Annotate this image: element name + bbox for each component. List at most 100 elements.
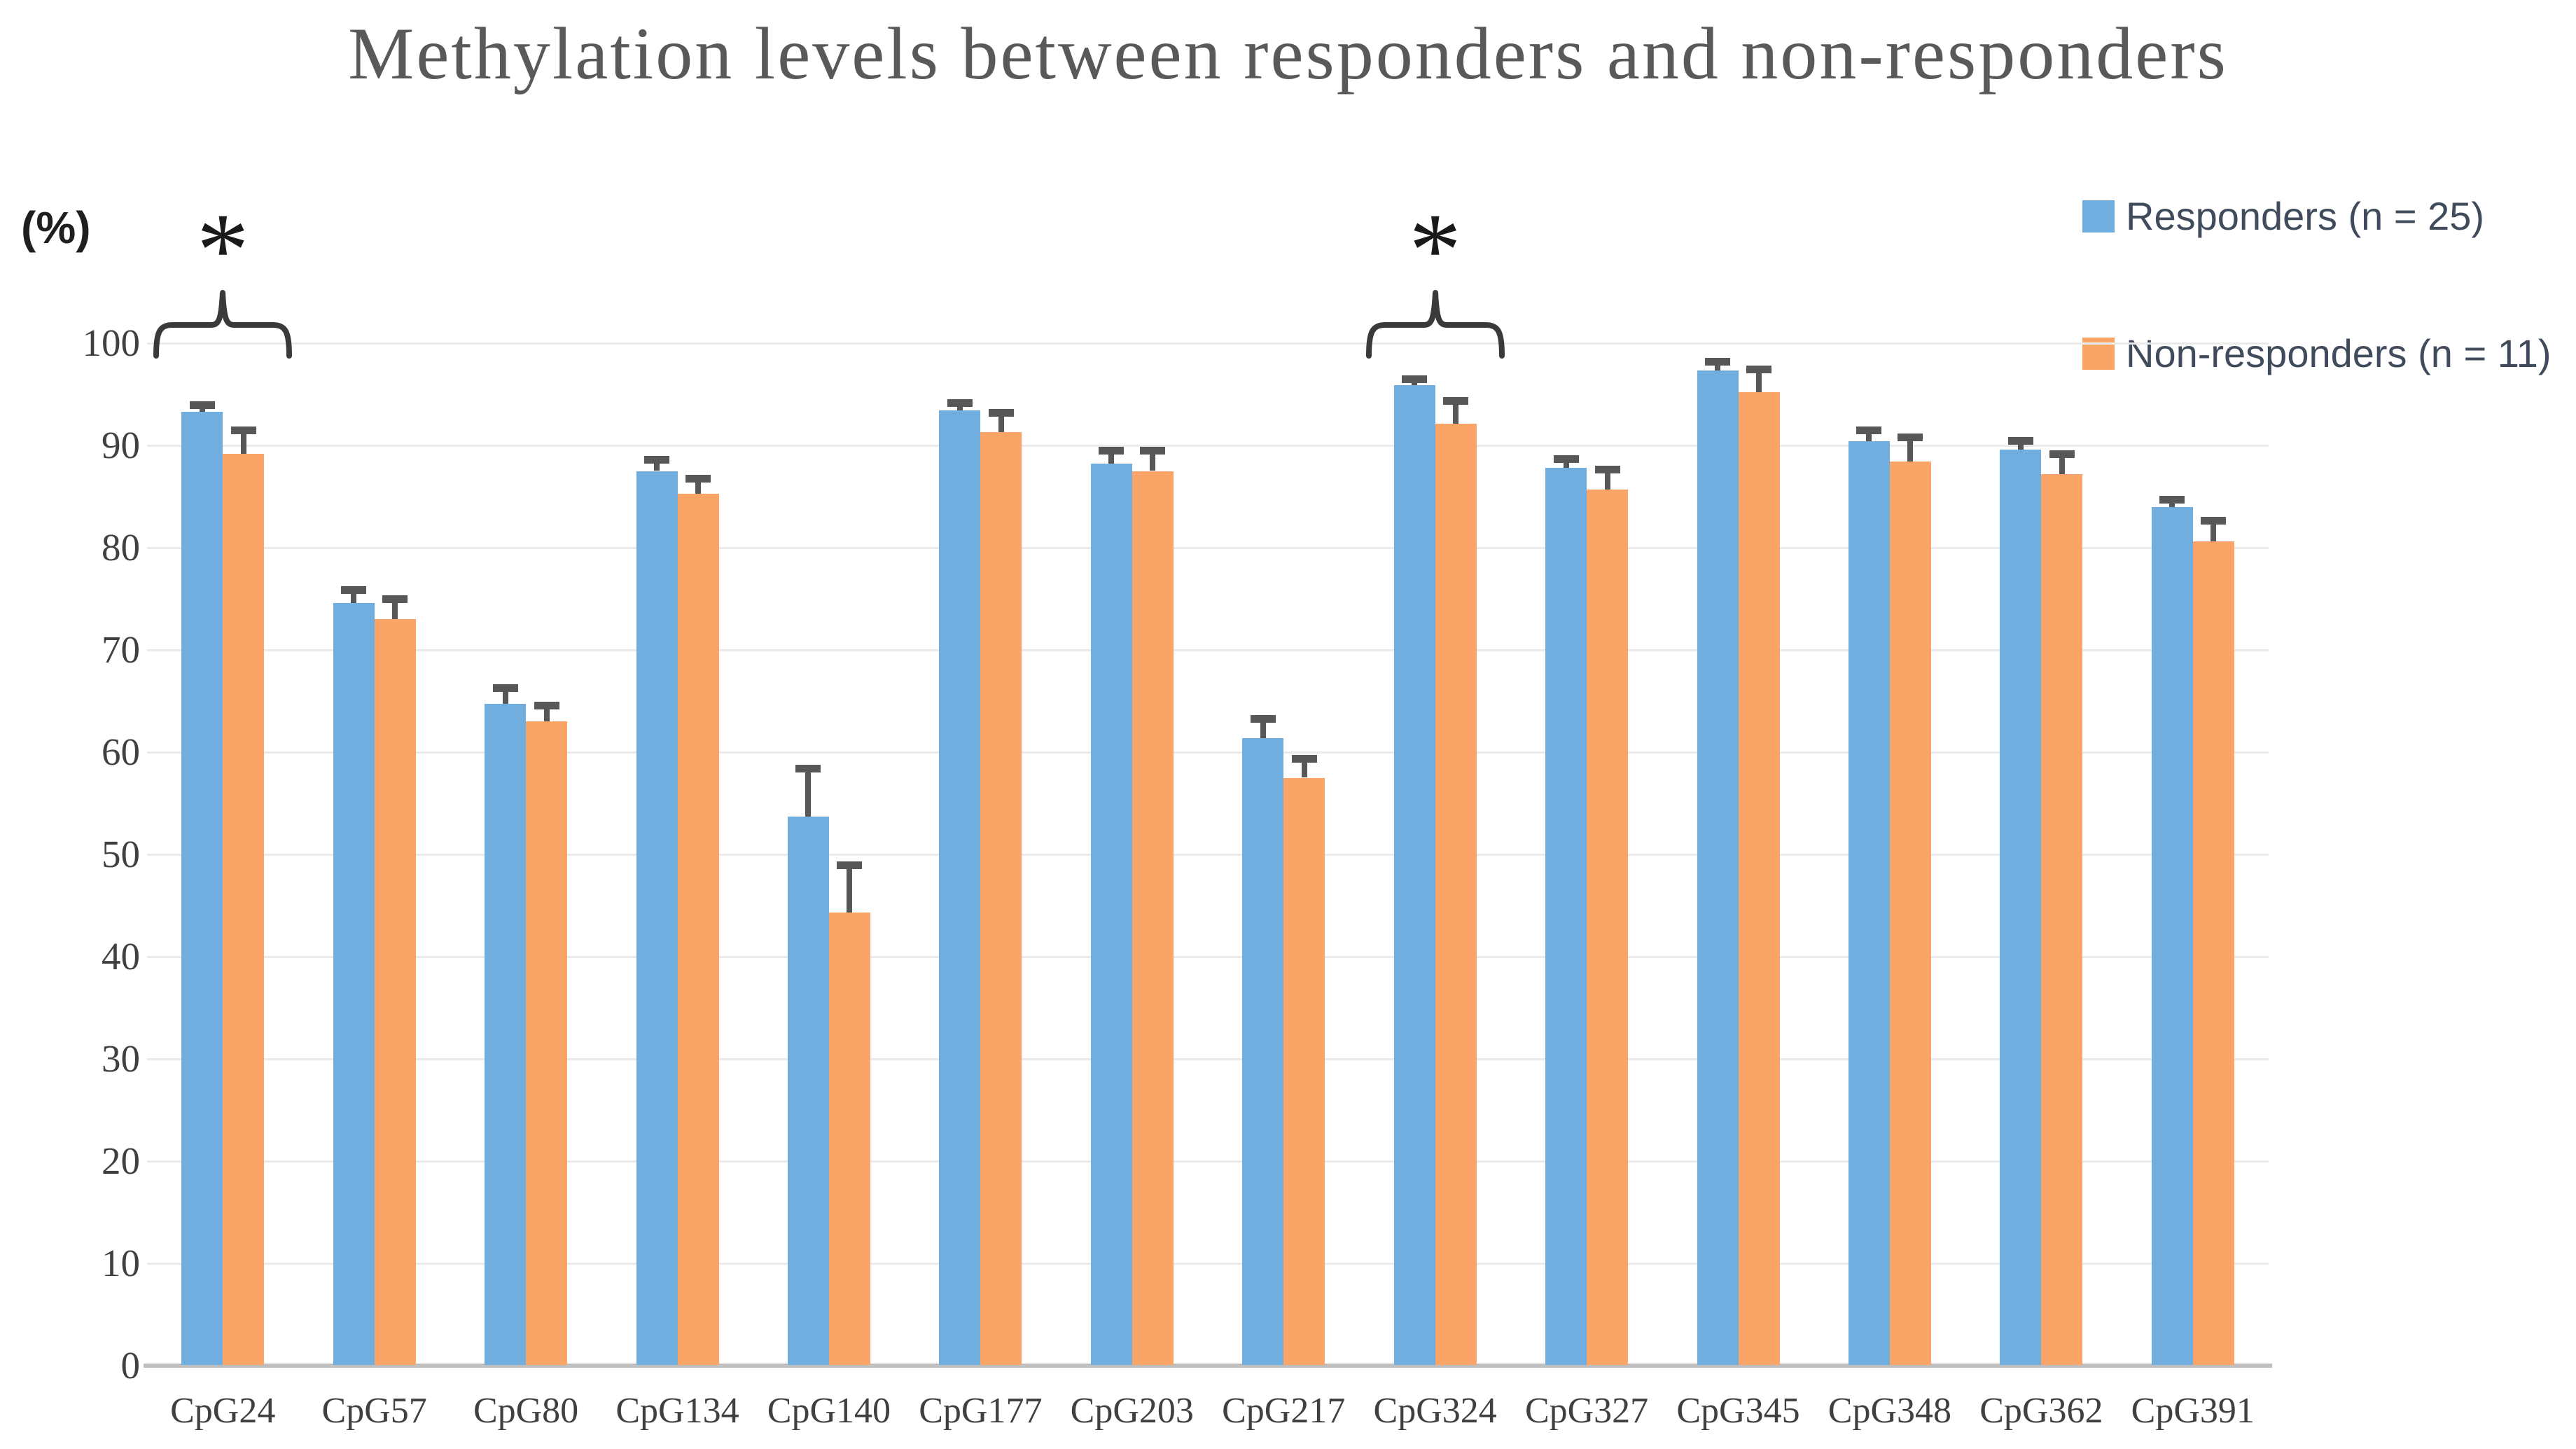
error-cap-responders-CpG391 [2159,496,2185,504]
error-bar-responders-CpG80 [502,688,508,705]
bar-non_responders-CpG217 [1283,777,1325,1365]
bar-non_responders-CpG327 [1587,489,1629,1365]
y-tick-label-100: 100 [82,321,141,364]
error-cap-responders-CpG345 [1705,358,1730,366]
bar-responders-CpG348 [1848,441,1890,1365]
bar-responders-CpG327 [1545,468,1587,1365]
error-bar-non_responders-CpG324 [1453,400,1459,424]
bar-non_responders-CpG362 [2041,473,2083,1365]
x-label-CpG80: CpG80 [473,1391,579,1431]
error-bar-non_responders-CpG140 [847,864,853,913]
bar-responders-CpG177 [939,410,981,1365]
bar-responders-CpG134 [636,471,678,1365]
y-tick-label-60: 60 [102,730,140,773]
bar-non_responders-CpG345 [1738,392,1780,1365]
x-label-CpG57: CpG57 [321,1391,427,1431]
responders-legend-swatch [2082,200,2115,233]
bar-non_responders-CpG391 [2192,541,2234,1365]
y-tick-label-0: 0 [120,1344,141,1387]
significance-brace-CpG324 [1365,286,1505,359]
y-tick-label-20: 20 [102,1139,140,1182]
error-bar-non_responders-CpG327 [1604,469,1610,490]
significance-asterisk-CpG24: * [196,192,249,308]
error-bar-non_responders-CpG80 [543,705,550,722]
error-cap-non_responders-CpG177 [988,409,1014,417]
responders-legend-label: Responders (n = 25) [2126,194,2485,238]
gridline-40 [147,956,2269,958]
error-bar-non_responders-CpG177 [998,412,1004,432]
x-label-CpG345: CpG345 [1676,1391,1800,1431]
error-cap-responders-CpG362 [2007,436,2033,445]
error-bar-non_responders-CpG24 [240,430,246,454]
error-cap-responders-CpG57 [341,585,367,594]
error-bar-non_responders-CpG348 [1907,437,1914,462]
x-label-CpG391: CpG391 [2131,1391,2255,1431]
error-cap-non_responders-CpG348 [1898,434,1923,442]
x-label-CpG327: CpG327 [1524,1391,1649,1431]
gridline-100 [147,342,2269,345]
y-tick-label-70: 70 [102,628,140,671]
bar-responders-CpG80 [485,704,527,1365]
significance-asterisk-CpG324: * [1409,192,1462,308]
error-cap-responders-CpG80 [492,684,518,693]
error-cap-responders-CpG140 [795,765,821,773]
bar-responders-CpG57 [333,602,375,1365]
x-label-CpG362: CpG362 [1979,1391,2103,1431]
x-axis-line [144,1364,2272,1368]
gridline-50 [147,854,2269,856]
error-bar-responders-CpG134 [654,459,660,471]
gridline-20 [147,1160,2269,1163]
error-cap-non_responders-CpG217 [1291,754,1317,763]
bar-non_responders-CpG134 [677,493,719,1365]
bar-non_responders-CpG348 [1889,462,1931,1365]
error-cap-responders-CpG324 [1402,375,1428,384]
gridline-10 [147,1263,2269,1265]
error-cap-non_responders-CpG345 [1746,365,1771,373]
error-cap-responders-CpG203 [1099,447,1125,455]
bar-responders-CpG324 [1393,384,1435,1365]
error-cap-non_responders-CpG24 [230,427,256,435]
x-label-CpG348: CpG348 [1827,1391,1952,1431]
bar-responders-CpG362 [2000,449,2042,1365]
error-bar-responders-CpG348 [1866,430,1872,442]
significance-brace-CpG24 [153,286,293,359]
bar-responders-CpG24 [181,411,223,1365]
legend-item-non-responders: Non-responders (n = 11) [2082,331,2551,376]
error-cap-non_responders-CpG57 [382,595,408,603]
gridline-90 [147,445,2269,447]
error-bar-responders-CpG362 [2017,440,2024,450]
error-cap-non_responders-CpG134 [685,474,711,483]
bar-responders-CpG140 [787,816,829,1365]
y-tick-label-50: 50 [102,833,140,875]
error-bar-responders-CpG345 [1715,361,1720,371]
error-bar-responders-CpG57 [351,589,357,603]
error-cap-non_responders-CpG391 [2201,516,2227,525]
error-cap-non_responders-CpG203 [1140,447,1166,455]
y-axis-unit-label: (%) [21,202,91,253]
error-cap-responders-CpG327 [1553,455,1579,463]
error-cap-responders-CpG217 [1250,714,1276,723]
error-cap-non_responders-CpG324 [1443,396,1469,405]
chart-title: Methylation levels between responders an… [348,13,2228,95]
x-label-CpG24: CpG24 [170,1391,276,1431]
gridline-60 [147,751,2269,754]
x-label-CpG177: CpG177 [919,1391,1043,1431]
error-cap-responders-CpG134 [644,456,669,464]
gridline-80 [147,547,2269,549]
error-bar-non_responders-CpG217 [1301,758,1307,778]
gridline-30 [147,1058,2269,1060]
error-cap-non_responders-CpG80 [534,701,559,709]
error-bar-responders-CpG203 [1108,450,1115,464]
error-bar-non_responders-CpG362 [2059,453,2065,474]
error-cap-responders-CpG177 [947,398,973,407]
error-cap-non_responders-CpG362 [2049,450,2075,458]
y-tick-label-90: 90 [102,424,140,466]
non-responders-legend-label: Non-responders (n = 11) [2126,331,2551,375]
bar-responders-CpG203 [1090,464,1132,1365]
y-tick-label-80: 80 [102,526,140,569]
error-cap-non_responders-CpG327 [1594,465,1620,473]
bar-non_responders-CpG24 [223,453,265,1365]
x-label-CpG134: CpG134 [615,1391,739,1431]
